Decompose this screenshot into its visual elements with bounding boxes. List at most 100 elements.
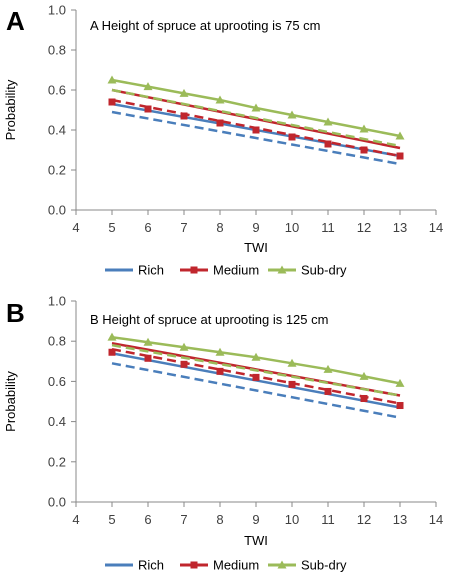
y-tick-label: 0.2	[48, 454, 66, 469]
y-tick-label: 1.0	[48, 3, 66, 18]
data-point-square	[396, 152, 404, 160]
y-axis-title: Probability	[3, 79, 18, 140]
y-tick-label: 0.6	[48, 374, 66, 389]
data-point-square	[288, 133, 296, 141]
x-tick-label: 5	[108, 512, 115, 527]
x-tick-label: 6	[144, 512, 151, 527]
y-tick-label: 0.0	[48, 495, 66, 510]
legend-item-rich: Rich	[105, 263, 164, 278]
legend-item-sub-dry: Sub-dry	[268, 263, 347, 278]
x-tick-label: 12	[357, 220, 371, 235]
x-tick-label: 9	[252, 512, 259, 527]
series-dashed-line	[111, 98, 401, 158]
data-point-triangle	[107, 75, 117, 84]
data-point-square	[324, 140, 332, 148]
x-tick-label: 13	[393, 512, 407, 527]
x-axis-title: TWI	[244, 533, 268, 548]
data-point-triangle	[359, 371, 369, 380]
legend-label: Rich	[138, 558, 164, 573]
data-point-square	[396, 402, 404, 410]
series-medium-dashed	[111, 98, 401, 158]
data-point-square	[216, 367, 224, 375]
x-tick-label: 8	[216, 220, 223, 235]
x-tick-label: 7	[180, 220, 187, 235]
legend-item-medium: Medium	[180, 558, 259, 573]
legend-label: Sub-dry	[301, 558, 347, 573]
y-tick-label: 0.0	[48, 203, 66, 218]
data-point-square	[288, 380, 296, 388]
legend-swatch-triangle	[277, 265, 287, 274]
y-tick-label: 0.2	[48, 163, 66, 178]
legend-label: Medium	[213, 263, 259, 278]
data-point-triangle	[107, 332, 117, 341]
legend-label: Medium	[213, 558, 259, 573]
data-point-triangle	[395, 131, 405, 140]
x-tick-label: 5	[108, 220, 115, 235]
series-sub-dry-line-markers-triangle	[107, 75, 405, 140]
panel-letter: B	[6, 298, 25, 328]
legend-swatch-square	[190, 266, 198, 274]
legend-swatch-square	[190, 561, 198, 569]
x-tick-label: 11	[321, 220, 335, 235]
series-rich-dashed	[111, 362, 401, 419]
data-point-triangle	[251, 352, 261, 361]
x-tick-label: 4	[72, 220, 79, 235]
x-axis-title: TWI	[244, 240, 268, 255]
y-tick-label: 0.8	[48, 334, 66, 349]
y-tick-label: 0.8	[48, 43, 66, 58]
y-axis-title: Probability	[3, 371, 18, 432]
data-point-triangle	[179, 342, 189, 351]
data-point-triangle	[251, 103, 261, 112]
data-point-triangle	[359, 124, 369, 133]
data-point-triangle	[287, 358, 297, 367]
legend-item-medium: Medium	[180, 263, 259, 278]
series-dashed-line	[111, 343, 401, 397]
panel-letter: A	[6, 6, 25, 36]
data-point-triangle	[179, 88, 189, 97]
x-tick-label: 8	[216, 512, 223, 527]
data-point-triangle	[323, 117, 333, 126]
x-tick-label: 14	[429, 220, 443, 235]
series-dashed-line	[111, 362, 401, 419]
series-sub-dry-dashed	[111, 343, 401, 397]
y-tick-label: 0.4	[48, 123, 66, 138]
y-tick-label: 0.4	[48, 414, 66, 429]
chart-panel-b: B 0.0 0.2 0.4 0.6 0.8 1.0 4 5 6 7 8 9 10 11 12 13 14 Proba…	[3, 294, 443, 573]
panel-annotation: A Height of spruce at uprooting is 75 cm	[90, 18, 321, 33]
data-point-square	[108, 98, 116, 106]
legend-swatch-triangle	[277, 560, 287, 569]
data-point-square	[252, 126, 260, 134]
series-sub-dry-dashed	[111, 88, 401, 148]
data-point-square	[324, 387, 332, 395]
legend-item-sub-dry: Sub-dry	[268, 558, 347, 573]
x-tick-label: 4	[72, 512, 79, 527]
data-point-square	[180, 360, 188, 368]
data-point-triangle	[395, 378, 405, 387]
data-point-square	[108, 348, 116, 356]
data-point-triangle	[287, 110, 297, 119]
data-point-triangle	[215, 347, 225, 356]
x-tick-label: 10	[285, 512, 299, 527]
x-tick-label: 12	[357, 512, 371, 527]
x-tick-label: 11	[321, 512, 335, 527]
data-point-square	[360, 394, 368, 402]
data-point-triangle	[143, 337, 153, 346]
data-point-square	[216, 119, 224, 127]
data-point-square	[144, 354, 152, 362]
x-tick-label: 7	[180, 512, 187, 527]
data-point-triangle	[215, 95, 225, 104]
panel-annotation: B Height of spruce at uprooting is 125 c…	[90, 312, 328, 327]
x-tick-label: 9	[252, 220, 259, 235]
series-sub-dry-line-markers-triangle	[107, 332, 405, 387]
data-point-square	[144, 105, 152, 113]
x-tick-label: 6	[144, 220, 151, 235]
y-tick-label: 1.0	[48, 294, 66, 309]
series-dashed-line	[111, 347, 401, 405]
legend-label: Rich	[138, 263, 164, 278]
series-rich-dashed	[111, 110, 401, 166]
x-tick-label: 10	[285, 220, 299, 235]
data-point-triangle	[143, 82, 153, 91]
x-tick-label: 14	[429, 512, 443, 527]
legend-label: Sub-dry	[301, 263, 347, 278]
